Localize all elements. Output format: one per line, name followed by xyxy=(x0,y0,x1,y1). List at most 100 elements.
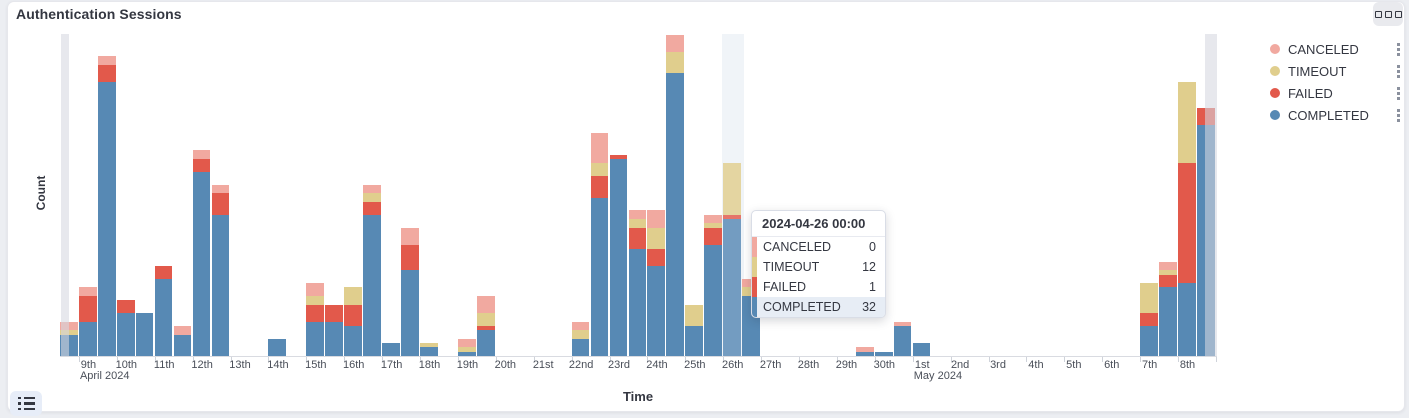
bar-segment-canceled[interactable] xyxy=(628,210,647,219)
bar-segment-completed[interactable] xyxy=(893,326,912,356)
bar-segment-completed[interactable] xyxy=(1140,326,1158,356)
bar-segment-canceled[interactable] xyxy=(363,184,381,194)
bar-segment-completed[interactable] xyxy=(268,338,287,356)
bar-segment-failed[interactable] xyxy=(344,304,362,327)
bar-segment-failed[interactable] xyxy=(647,248,666,267)
bar-segment-completed[interactable] xyxy=(874,351,893,356)
bar-segment-completed[interactable] xyxy=(382,343,400,356)
bar-segment-completed[interactable] xyxy=(78,321,97,356)
bar-segment-failed[interactable] xyxy=(704,227,722,245)
bar-segment-completed[interactable] xyxy=(401,270,419,356)
bar-segment-failed[interactable] xyxy=(306,304,325,322)
bar-segment-canceled[interactable] xyxy=(704,214,722,224)
bar-segment-timeout[interactable] xyxy=(344,287,362,305)
legend-item-failed[interactable]: FAILED xyxy=(1270,82,1402,104)
legend-item-completed[interactable]: COMPLETED xyxy=(1270,104,1402,126)
bar-segment-completed[interactable] xyxy=(97,81,116,356)
bar-segment-failed[interactable] xyxy=(476,326,495,331)
bar-segment-completed[interactable] xyxy=(609,159,628,356)
bar-segment-failed[interactable] xyxy=(363,201,381,215)
bar-segment-timeout[interactable] xyxy=(1178,81,1196,164)
bar-segment-failed[interactable] xyxy=(97,64,116,82)
bar-segment-failed[interactable] xyxy=(78,296,97,322)
bar-segment-canceled[interactable] xyxy=(457,338,476,348)
bar-segment-completed[interactable] xyxy=(628,248,647,356)
bar-segment-timeout[interactable] xyxy=(476,313,495,327)
bar-segment-timeout[interactable] xyxy=(590,163,609,177)
bar-segment-failed[interactable] xyxy=(1178,163,1196,284)
bar-segment-completed[interactable] xyxy=(476,330,495,356)
bar-segment-timeout[interactable] xyxy=(723,163,741,215)
bar-segment-canceled[interactable] xyxy=(306,283,325,297)
bar-segment-completed[interactable] xyxy=(571,338,590,356)
bar-segment-canceled[interactable] xyxy=(571,321,590,331)
bar-segment-timeout[interactable] xyxy=(1159,270,1177,275)
bar-segment-failed[interactable] xyxy=(1159,274,1177,288)
legend-item-canceled[interactable]: CANCELED xyxy=(1270,38,1402,60)
bar-segment-timeout[interactable] xyxy=(628,218,647,228)
bar-segment-failed[interactable] xyxy=(154,266,173,279)
bar-segment-timeout[interactable] xyxy=(306,296,325,305)
bar-segment-completed[interactable] xyxy=(344,326,362,356)
legend-action-button[interactable] xyxy=(1395,63,1402,80)
bar-segment-completed[interactable] xyxy=(211,214,230,356)
bar-segment-canceled[interactable] xyxy=(476,296,495,314)
bar-segment-timeout[interactable] xyxy=(1140,283,1158,314)
bar-segment-failed[interactable] xyxy=(723,214,741,219)
bar-segment-canceled[interactable] xyxy=(78,287,97,297)
bar-segment-canceled[interactable] xyxy=(1159,261,1177,271)
bar-segment-failed[interactable] xyxy=(609,154,628,160)
bar-segment-completed[interactable] xyxy=(685,326,704,356)
bar-segment-canceled[interactable] xyxy=(173,326,192,335)
bar-segment-completed[interactable] xyxy=(363,214,381,356)
legend-action-button[interactable] xyxy=(1395,107,1402,124)
bar-segment-completed[interactable] xyxy=(855,351,874,356)
legend-action-button[interactable] xyxy=(1395,85,1402,102)
bar-segment-canceled[interactable] xyxy=(647,210,666,228)
bar-segment-failed[interactable] xyxy=(116,300,135,314)
legend-item-timeout[interactable]: TIMEOUT xyxy=(1270,60,1402,82)
bar-segment-completed[interactable] xyxy=(192,171,211,356)
panel-options-button[interactable] xyxy=(1373,2,1403,26)
bar-segment-completed[interactable] xyxy=(420,347,438,356)
bar-segment-failed[interactable] xyxy=(1140,313,1158,327)
bar-segment-canceled[interactable] xyxy=(590,133,609,164)
bar-segment-timeout[interactable] xyxy=(363,193,381,202)
bar-segment-timeout[interactable] xyxy=(457,347,476,352)
bar-segment-completed[interactable] xyxy=(116,313,135,356)
bar-segment-completed[interactable] xyxy=(647,266,666,356)
bar-segment-timeout[interactable] xyxy=(704,223,722,228)
bar-segment-completed[interactable] xyxy=(457,351,476,356)
bar-segment-timeout[interactable] xyxy=(420,343,438,348)
bar-segment-completed[interactable] xyxy=(590,197,609,356)
bar-segment-completed[interactable] xyxy=(723,218,741,356)
bar-segment-canceled[interactable] xyxy=(97,56,116,65)
bar-segment-completed[interactable] xyxy=(912,343,931,356)
bar-segment-completed[interactable] xyxy=(154,278,173,356)
bar-segment-canceled[interactable] xyxy=(855,347,874,352)
bar-segment-timeout[interactable] xyxy=(571,330,590,339)
bar-segment-canceled[interactable] xyxy=(666,34,685,52)
bar-segment-timeout[interactable] xyxy=(666,52,685,74)
bar-segment-failed[interactable] xyxy=(401,244,419,271)
bar-segment-completed[interactable] xyxy=(173,334,192,356)
bar-segment-canceled[interactable] xyxy=(401,227,419,245)
bar-segment-failed[interactable] xyxy=(628,227,647,249)
bar-segment-completed[interactable] xyxy=(135,313,154,356)
bar-segment-completed[interactable] xyxy=(325,321,343,356)
bar-segment-failed[interactable] xyxy=(325,304,343,322)
bar-segment-completed[interactable] xyxy=(666,73,685,356)
bar-segment-failed[interactable] xyxy=(211,193,230,215)
bar-segment-completed[interactable] xyxy=(1159,287,1177,356)
bar-segment-completed[interactable] xyxy=(306,321,325,356)
bar-segment-completed[interactable] xyxy=(704,244,722,356)
bar-segment-canceled[interactable] xyxy=(192,150,211,160)
bar-segment-completed[interactable] xyxy=(1178,283,1196,356)
bar-segment-failed[interactable] xyxy=(590,176,609,198)
bar-segment-canceled[interactable] xyxy=(893,321,912,327)
bar-segment-timeout[interactable] xyxy=(685,304,704,327)
bar-segment-failed[interactable] xyxy=(192,159,211,172)
legend-toggle-button[interactable] xyxy=(10,391,42,416)
legend-action-button[interactable] xyxy=(1395,41,1402,58)
bar-segment-canceled[interactable] xyxy=(211,184,230,194)
